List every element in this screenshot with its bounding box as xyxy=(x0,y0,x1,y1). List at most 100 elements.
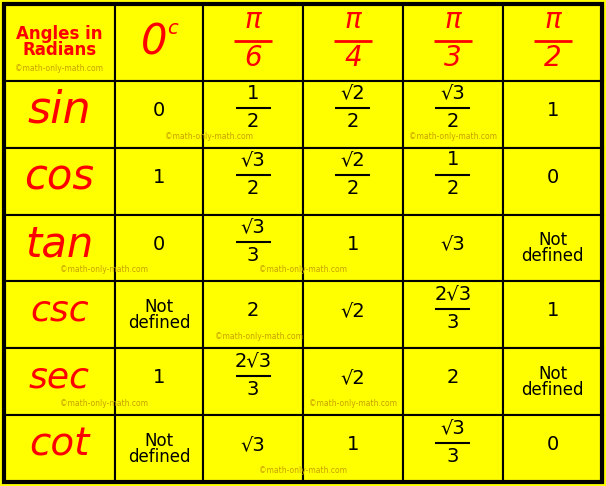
Text: Angles in: Angles in xyxy=(16,25,102,43)
Text: 1: 1 xyxy=(347,435,359,454)
Text: 6: 6 xyxy=(244,44,262,72)
Text: tan: tan xyxy=(25,223,93,265)
Bar xyxy=(303,148,403,215)
Text: defined: defined xyxy=(521,381,584,399)
Text: defined: defined xyxy=(521,247,584,265)
Bar xyxy=(115,348,203,415)
Bar xyxy=(203,81,303,148)
Text: cot: cot xyxy=(29,426,90,464)
Text: 2: 2 xyxy=(447,112,459,131)
Text: π: π xyxy=(345,6,361,34)
Text: 2: 2 xyxy=(447,368,459,387)
Text: √2: √2 xyxy=(341,368,365,387)
Text: 1: 1 xyxy=(153,168,165,187)
Bar xyxy=(115,215,203,281)
Text: 3: 3 xyxy=(447,447,459,466)
Bar xyxy=(503,81,602,148)
Text: 2: 2 xyxy=(544,44,562,72)
Text: √2: √2 xyxy=(341,84,365,103)
Bar xyxy=(115,415,203,482)
Bar xyxy=(403,281,503,348)
Bar xyxy=(503,148,602,215)
Bar xyxy=(115,148,203,215)
Text: Not: Not xyxy=(144,298,173,316)
Text: √3: √3 xyxy=(441,235,465,254)
Bar xyxy=(4,281,115,348)
Bar xyxy=(403,348,503,415)
Bar xyxy=(503,215,602,281)
Text: 3: 3 xyxy=(247,246,259,265)
Text: 1: 1 xyxy=(547,101,559,120)
Bar xyxy=(115,4,203,81)
Text: ©math-only-math.com: ©math-only-math.com xyxy=(165,132,253,141)
Text: c: c xyxy=(167,19,178,38)
Bar xyxy=(403,81,503,148)
Text: √3: √3 xyxy=(441,418,465,437)
Text: cos: cos xyxy=(24,156,95,198)
Bar xyxy=(4,215,115,281)
Text: ©math-only-math.com: ©math-only-math.com xyxy=(215,332,303,341)
Text: Radians: Radians xyxy=(22,41,96,59)
Text: π: π xyxy=(245,6,261,34)
Bar xyxy=(403,215,503,281)
Text: 0: 0 xyxy=(153,235,165,254)
Bar xyxy=(115,281,203,348)
Bar xyxy=(403,148,503,215)
Text: Not: Not xyxy=(538,364,567,383)
Text: ©math-only-math.com: ©math-only-math.com xyxy=(259,265,347,275)
Text: 2: 2 xyxy=(347,179,359,198)
Bar xyxy=(303,81,403,148)
Text: ©math-only-math.com: ©math-only-math.com xyxy=(259,466,347,475)
Text: 2: 2 xyxy=(447,179,459,198)
Text: π: π xyxy=(444,6,461,34)
Text: ©math-only-math.com: ©math-only-math.com xyxy=(59,399,148,408)
Text: √3: √3 xyxy=(241,435,265,454)
Bar xyxy=(203,4,303,81)
Bar xyxy=(403,4,503,81)
Bar xyxy=(4,4,115,81)
Text: 2: 2 xyxy=(247,112,259,131)
Text: 1: 1 xyxy=(447,150,459,170)
Text: 2: 2 xyxy=(247,301,259,320)
Text: 2√3: 2√3 xyxy=(435,284,471,303)
Text: 1: 1 xyxy=(547,301,559,320)
Text: 2√3: 2√3 xyxy=(235,351,271,370)
Bar xyxy=(303,415,403,482)
Bar xyxy=(203,415,303,482)
Text: ©math-only-math.com: ©math-only-math.com xyxy=(409,132,497,141)
Text: 0: 0 xyxy=(547,168,559,187)
Text: √2: √2 xyxy=(341,150,365,170)
Bar xyxy=(4,348,115,415)
Bar xyxy=(4,148,115,215)
Text: 3: 3 xyxy=(447,313,459,332)
Text: √3: √3 xyxy=(441,84,465,103)
Text: 1: 1 xyxy=(153,368,165,387)
Bar xyxy=(303,4,403,81)
Bar xyxy=(203,348,303,415)
Bar xyxy=(503,281,602,348)
Bar xyxy=(203,281,303,348)
Text: Not: Not xyxy=(144,432,173,450)
Text: √3: √3 xyxy=(241,150,265,170)
Bar xyxy=(503,415,602,482)
Text: 2: 2 xyxy=(347,112,359,131)
Bar xyxy=(403,415,503,482)
Text: csc: csc xyxy=(30,294,88,328)
Bar xyxy=(503,4,602,81)
Text: 3: 3 xyxy=(247,380,259,399)
Bar xyxy=(303,215,403,281)
Text: 0: 0 xyxy=(153,101,165,120)
Text: √3: √3 xyxy=(241,217,265,236)
Text: ©math-only-math.com: ©math-only-math.com xyxy=(15,64,103,73)
Text: 0: 0 xyxy=(547,435,559,454)
Text: 1: 1 xyxy=(347,235,359,254)
Bar xyxy=(4,415,115,482)
Text: sin: sin xyxy=(27,89,91,132)
Text: π: π xyxy=(544,6,561,34)
Text: 4: 4 xyxy=(344,44,362,72)
Text: √2: √2 xyxy=(341,301,365,320)
Text: sec: sec xyxy=(29,361,90,395)
Text: ©math-only-math.com: ©math-only-math.com xyxy=(309,399,397,408)
Bar xyxy=(4,81,115,148)
Text: 3: 3 xyxy=(444,44,462,72)
